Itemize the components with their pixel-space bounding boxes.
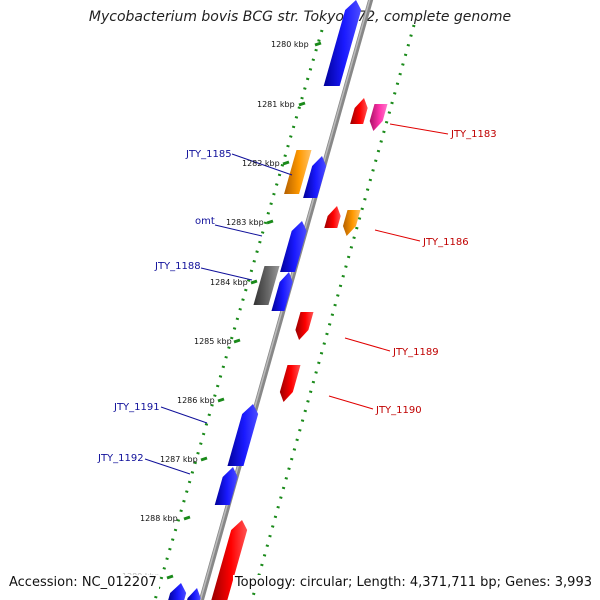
tick-ring-inner <box>153 29 324 600</box>
gene-blue <box>280 221 307 272</box>
gene-blue <box>187 588 201 600</box>
major-tick <box>314 41 322 47</box>
gene-label-left[interactable]: omt <box>195 216 215 227</box>
major-tick <box>166 574 174 580</box>
major-tick <box>298 101 306 107</box>
label-leader-right <box>374 229 421 242</box>
gene-red <box>279 365 301 402</box>
major-tick <box>250 279 258 285</box>
major-tick <box>266 219 274 225</box>
gene-pink <box>369 104 388 131</box>
gene-grey <box>253 266 280 305</box>
gene-red <box>350 98 368 124</box>
tick-label: 1284 kbp <box>210 278 248 287</box>
major-tick <box>233 338 241 344</box>
label-leader-right <box>328 395 374 410</box>
gene-blue <box>214 467 238 505</box>
major-tick <box>217 397 225 403</box>
tick-label: 1282 kbp <box>242 159 280 168</box>
topology-text: Topology: circular; Length: 4,371,711 bp… <box>232 575 592 590</box>
gene-label-left[interactable]: JTY_1185 <box>185 149 232 160</box>
tick-label: 1286 kbp <box>177 396 215 405</box>
gene-blue <box>271 272 293 311</box>
gene-blue <box>303 156 327 198</box>
gene-label-right[interactable]: JTY_1186 <box>422 237 469 248</box>
gene-red <box>211 520 248 600</box>
gene-blue <box>168 583 187 600</box>
tick-label: 1281 kbp <box>257 100 295 109</box>
label-leader-right <box>389 123 449 135</box>
label-leader-left <box>214 224 263 237</box>
gene-label-right[interactable]: JTY_1189 <box>392 347 439 358</box>
major-tick <box>183 515 191 521</box>
gene-orange <box>342 210 361 236</box>
accession-text: Accession: NC_012207 <box>9 575 159 590</box>
map-title: Mycobacterium bovis BCG str. Tokyo 172, … <box>88 9 512 25</box>
label-leader-left <box>144 458 191 475</box>
major-tick <box>200 456 208 462</box>
gene-red <box>324 206 341 228</box>
gene-label-left[interactable]: JTY_1191 <box>113 402 160 413</box>
gene-blue <box>227 404 259 466</box>
tick-label: 1288 kbp <box>140 514 178 523</box>
tick-label: 1280 kbp <box>271 40 309 49</box>
label-leader-left <box>231 153 293 176</box>
label-leader-left <box>160 406 208 424</box>
tick-label: 1283 kbp <box>226 218 264 227</box>
tick-label: 1285 kbp <box>194 337 232 346</box>
gene-orange <box>284 150 312 194</box>
gene-label-right[interactable]: JTY_1183 <box>450 129 497 140</box>
gene-blue <box>323 0 362 86</box>
label-leader-right <box>344 337 391 352</box>
tick-ring-outer <box>250 24 416 600</box>
label-leader-left <box>200 267 253 281</box>
tick-label: 1287 kbp <box>160 455 198 464</box>
gene-label-left[interactable]: JTY_1188 <box>154 261 201 272</box>
gene-label-right[interactable]: JTY_1190 <box>375 405 422 416</box>
gene-label-left[interactable]: JTY_1192 <box>97 453 144 464</box>
major-tick <box>282 160 290 166</box>
gene-red <box>295 312 314 340</box>
